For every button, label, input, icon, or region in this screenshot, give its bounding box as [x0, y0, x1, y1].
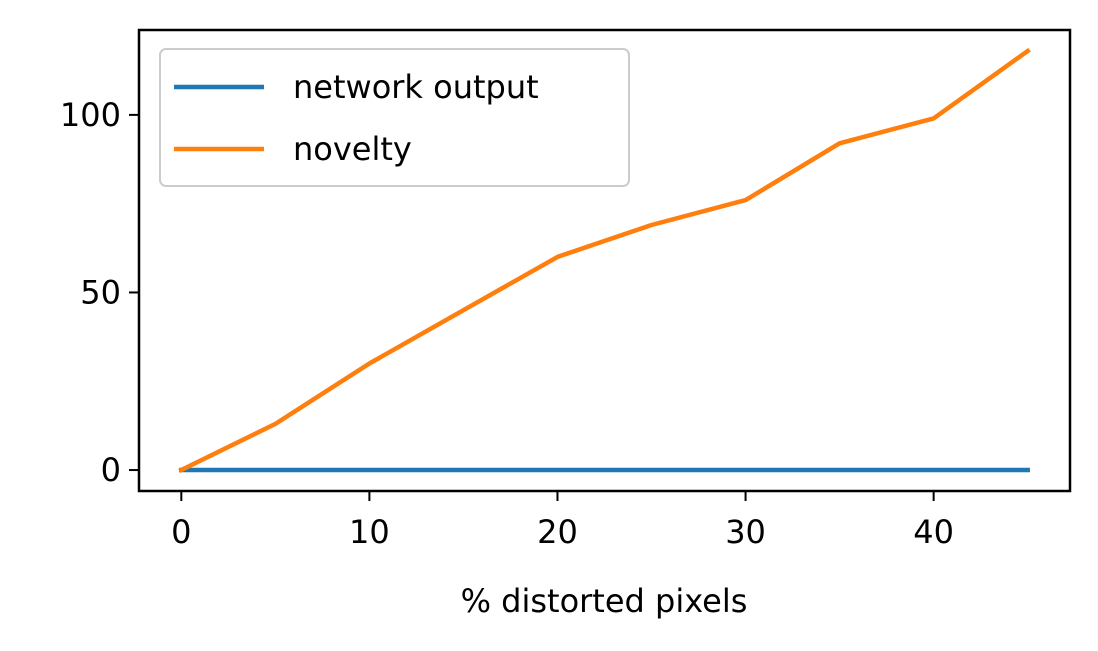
- legend-label: novelty: [293, 130, 412, 168]
- y-axis: 0 50 100: [60, 96, 139, 489]
- legend-box: [159, 48, 630, 187]
- plot-frame: [137, 28, 1072, 493]
- x-tick-label: 10: [349, 513, 390, 551]
- legend-label: network output: [293, 68, 539, 106]
- series-layer: [178, 47, 1031, 474]
- y-tick-label: 50: [80, 273, 121, 311]
- x-axis-label: % distorted pixels: [461, 582, 748, 620]
- x-tick-label: 0: [171, 513, 191, 551]
- y-tick-label: 100: [60, 96, 121, 134]
- x-tick-label: 20: [537, 513, 578, 551]
- series-line-novelty: [178, 47, 1031, 474]
- x-axis: 0 10 20 30 40: [171, 491, 954, 551]
- x-tick-label: 30: [725, 513, 766, 551]
- legend: network output novelty: [159, 48, 630, 187]
- x-tick-label: 40: [913, 513, 954, 551]
- y-tick-label: 0: [101, 451, 121, 489]
